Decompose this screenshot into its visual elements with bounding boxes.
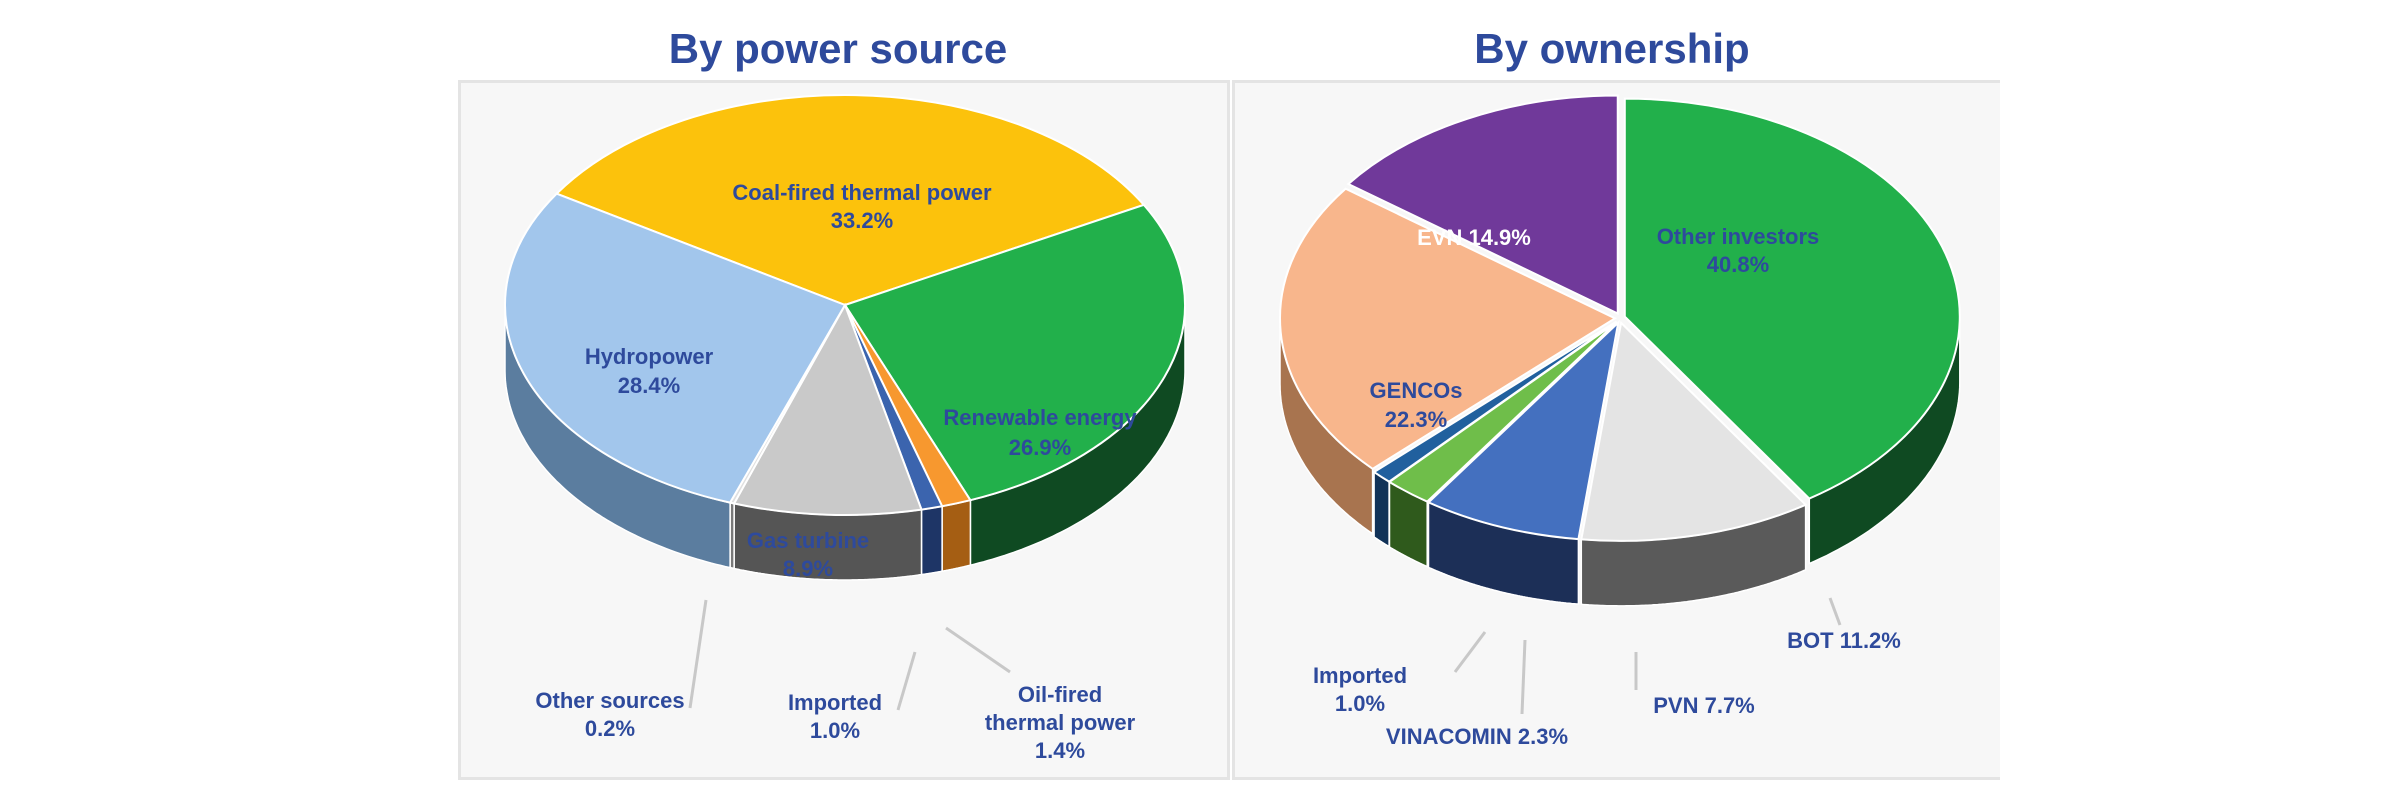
slice-label-evn: EVN 14.9% — [1417, 225, 1531, 250]
slice-label-gas-turbine-value: 8.9% — [783, 556, 833, 581]
slice-label-hydropower: Hydropower — [585, 344, 714, 369]
pie-side-walls — [1279, 318, 1961, 607]
leader-line-vinacomin — [1520, 639, 1527, 715]
slice-label-other-investors-value: 40.8% — [1707, 252, 1769, 277]
pie-side-oil-fired-thermal-power — [941, 498, 972, 572]
ownership-pie: Other investors 40.8% BOT 11.2% PVN 7.7% VIN… — [1279, 94, 1961, 749]
slice-label-imported: Imported — [1313, 663, 1407, 688]
leader-line-bot — [1828, 597, 1842, 626]
slice-label-renewable-energy-value: 26.9% — [1009, 435, 1071, 460]
slice-label-imported-value: 1.0% — [1335, 691, 1385, 716]
leader-line-imported — [1453, 631, 1487, 673]
pie-slice-evn — [1346, 94, 1619, 316]
slice-label-oil-fired-thermal-power-line1: Oil-fired — [1018, 682, 1102, 707]
slice-label-gencos: GENCOs — [1370, 378, 1463, 403]
pie-slice-renewable-energy — [843, 203, 1186, 502]
pie-slice-coal-fired-thermal-power — [554, 94, 1146, 307]
slice-label-bot: BOT 11.2% — [1787, 628, 1901, 653]
slice-label-renewable-energy: Renewable energy — [943, 405, 1137, 430]
chart-title-ownership: By ownership — [1474, 25, 1750, 72]
slice-label-oil-fired-thermal-power-value: 1.4% — [1035, 738, 1085, 763]
slice-label-hydropower-value: 28.4% — [618, 373, 680, 398]
pie-slice-gencos — [1279, 187, 1618, 470]
slice-label-coal-fired-thermal-power-value: 33.2% — [831, 208, 893, 233]
pie-side-imported — [1373, 470, 1390, 548]
slice-label-other-investors: Other investors — [1657, 224, 1820, 249]
pie-slice-pvn — [1426, 319, 1620, 541]
pie-side-imported — [920, 504, 943, 576]
slice-label-gencos-value: 22.3% — [1385, 407, 1447, 432]
chart-title-power-source: By power source — [668, 25, 1008, 72]
pie-slice-hydropower — [504, 192, 847, 504]
slice-label-imported: Imported — [788, 690, 882, 715]
slice-label-gas-turbine: Gas turbine — [747, 528, 869, 553]
leader-line-other-sources — [688, 599, 708, 709]
leader-line-imported — [896, 651, 917, 711]
slice-label-other-sources: Other sources — [535, 688, 684, 713]
slice-label-oil-fired-thermal-power-line2: thermal power — [985, 710, 1136, 735]
slice-label-vinacomin: VINACOMIN 2.3% — [1386, 724, 1568, 749]
slice-label-pvn: PVN 7.7% — [1653, 693, 1755, 718]
leader-line-oil-fired-thermal-power — [945, 626, 1011, 674]
slice-label-other-sources-value: 0.2% — [585, 716, 635, 741]
power-source-pie: Coal-fired thermal power 33.2% Renewable e… — [504, 94, 1186, 763]
pie-slice-bot — [1580, 320, 1808, 542]
pie-slice-other-investors — [1623, 97, 1961, 500]
pie-slice-gas-turbine — [732, 302, 923, 516]
slice-label-imported-value: 1.0% — [810, 718, 860, 743]
pie-slice-imported — [1372, 320, 1618, 483]
slice-label-coal-fired-thermal-power: Coal-fired thermal power — [732, 180, 992, 205]
